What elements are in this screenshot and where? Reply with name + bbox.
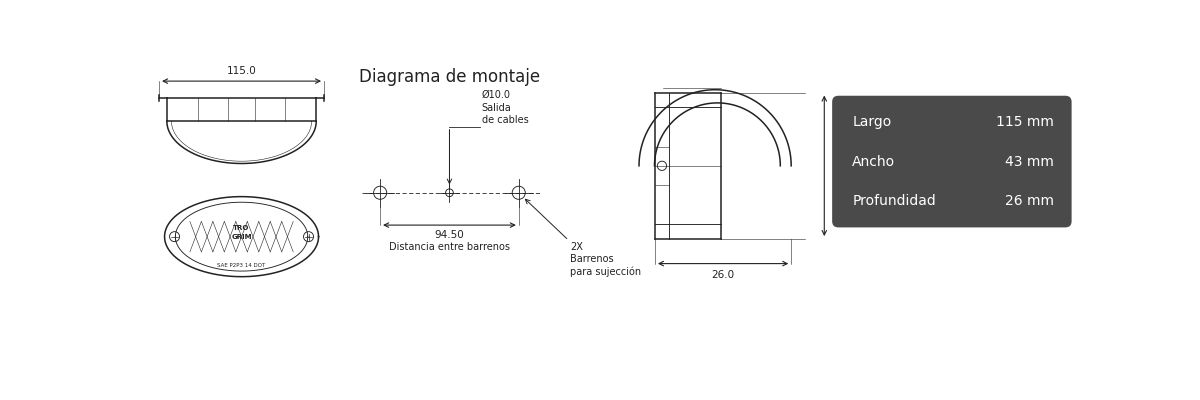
Text: GRIM: GRIM bbox=[232, 234, 252, 240]
Text: 26.0: 26.0 bbox=[712, 270, 734, 280]
Text: 26 mm: 26 mm bbox=[1004, 194, 1054, 208]
Text: Profundidad: Profundidad bbox=[852, 194, 936, 208]
Text: 115 mm: 115 mm bbox=[996, 115, 1054, 129]
Text: Ø10.0
Salida
de cables: Ø10.0 Salida de cables bbox=[481, 90, 528, 125]
Text: TRO: TRO bbox=[233, 225, 250, 231]
Text: SAE P2P3 14 DOT: SAE P2P3 14 DOT bbox=[217, 263, 265, 268]
Text: 115.0: 115.0 bbox=[227, 66, 257, 76]
Text: Distancia entre barrenos: Distancia entre barrenos bbox=[389, 242, 510, 252]
Text: Diagrama de montaje: Diagrama de montaje bbox=[359, 68, 540, 86]
Text: 43.0: 43.0 bbox=[832, 161, 856, 171]
Text: Largo: Largo bbox=[852, 115, 892, 129]
Text: 94.50: 94.50 bbox=[434, 230, 464, 240]
Text: 43 mm: 43 mm bbox=[1006, 154, 1054, 168]
Text: 2X
Barrenos
para sujección: 2X Barrenos para sujección bbox=[570, 242, 642, 278]
Text: Ancho: Ancho bbox=[852, 154, 895, 168]
FancyBboxPatch shape bbox=[832, 96, 1072, 228]
